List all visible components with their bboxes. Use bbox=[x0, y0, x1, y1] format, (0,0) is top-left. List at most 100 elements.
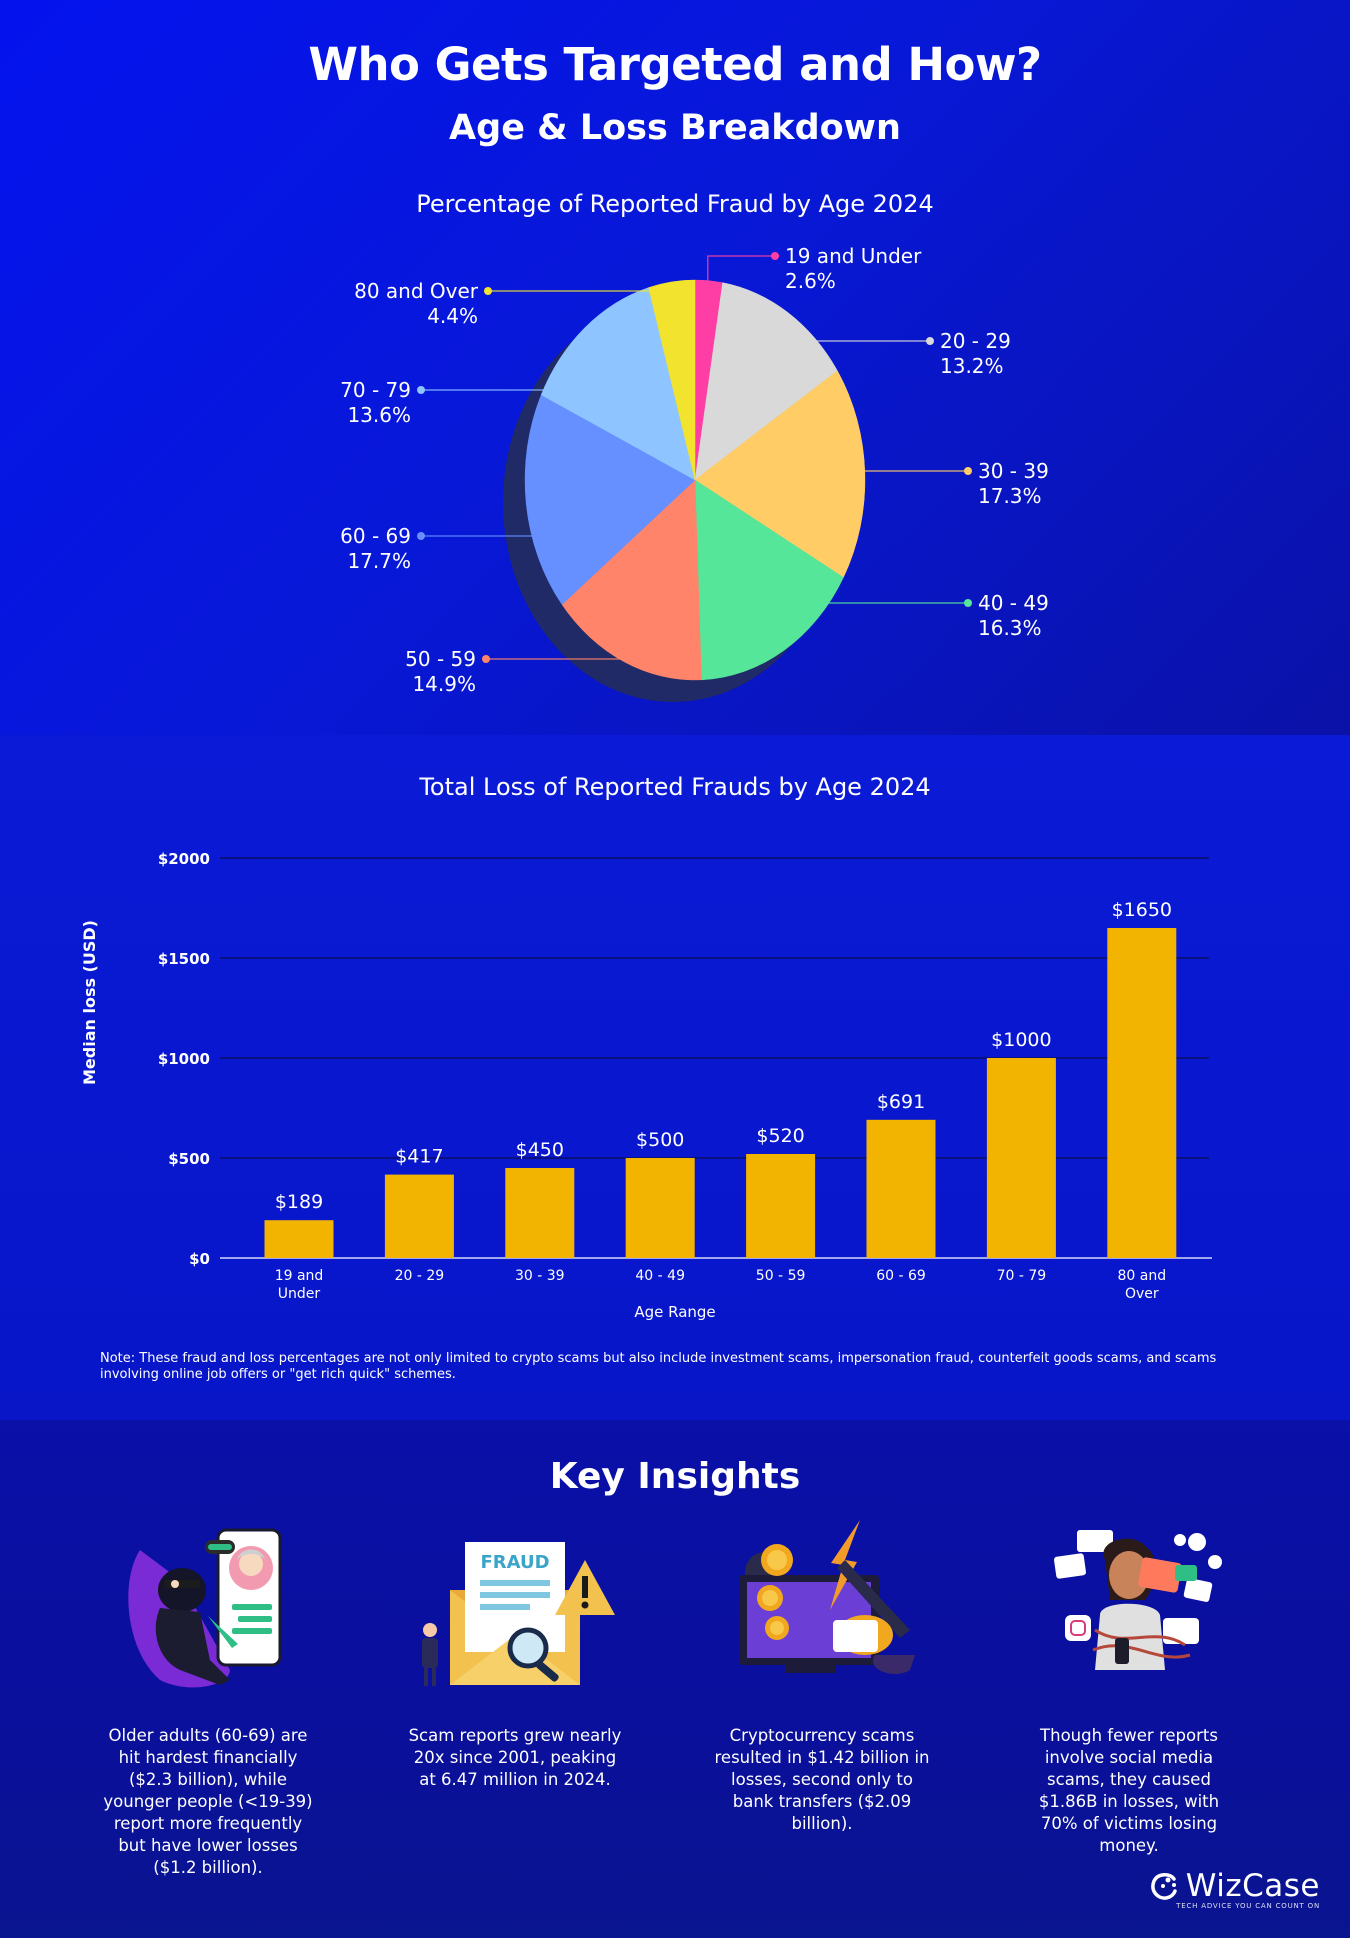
x-tick-label: 20 - 29 bbox=[395, 1268, 445, 1284]
crypto-scam-icon bbox=[739, 1520, 915, 1675]
brand-tagline: TECH ADVICE YOU CAN COUNT ON bbox=[1176, 1902, 1320, 1910]
y-tick-label: $0 bbox=[189, 1250, 210, 1268]
bar-value-label: $691 bbox=[877, 1091, 925, 1113]
pie-leader-20-29 bbox=[779, 325, 930, 342]
pie-label-50-59: 50 - 59 14.9% bbox=[405, 647, 476, 697]
pie-label-value: 13.2% bbox=[940, 354, 1004, 378]
pie-chart bbox=[417, 252, 972, 702]
insights-section: Key Insights FRAUD bbox=[0, 1420, 1350, 1938]
pie-label-value: 4.4% bbox=[427, 304, 478, 328]
bar-value-label: $417 bbox=[395, 1146, 443, 1168]
fraud-envelope-icon: FRAUD bbox=[422, 1542, 615, 1686]
brand-logo: WizCase TECH ADVICE YOU CAN COUNT ON bbox=[1150, 1868, 1320, 1910]
bar-value-label: $500 bbox=[636, 1129, 684, 1151]
pie-slice-40-49 bbox=[694, 479, 844, 681]
x-axis-label: Age Range bbox=[634, 1303, 716, 1321]
x-tick-label: 60 - 69 bbox=[876, 1268, 926, 1284]
pie-leader-dot-30-39 bbox=[964, 467, 972, 475]
pie-leader-19-and-under bbox=[707, 255, 775, 297]
footnote: Note: These fraud and loss percentages a… bbox=[100, 1351, 1217, 1382]
scammer-phone-icon bbox=[128, 1528, 282, 1688]
bar-6 bbox=[866, 1119, 936, 1258]
x-tick-label: Under bbox=[278, 1286, 321, 1302]
insight-text-4: Though fewer reports involve social medi… bbox=[1038, 1726, 1220, 1855]
pie-slice-70-79 bbox=[540, 287, 696, 481]
bar-5 bbox=[746, 1154, 816, 1258]
pie-leader-dot-60-69 bbox=[417, 532, 425, 540]
pie-label-name: 80 and Over bbox=[354, 279, 478, 303]
y-tick-label: $500 bbox=[168, 1150, 210, 1168]
pie-slice-80-and-over bbox=[648, 279, 696, 481]
fraud-text: FRAUD bbox=[480, 1552, 549, 1573]
bar-chart-title: Total Loss of Reported Frauds by Age 202… bbox=[419, 773, 931, 801]
pie-label-value: 13.6% bbox=[347, 403, 411, 427]
page-title: Who Gets Targeted and How? bbox=[308, 38, 1042, 91]
x-tick-label: 70 - 79 bbox=[997, 1268, 1047, 1284]
page-subtitle: Age & Loss Breakdown bbox=[449, 108, 901, 148]
bar-value-label: $189 bbox=[275, 1191, 323, 1213]
insights-title: Key Insights bbox=[549, 1456, 801, 1497]
pie-label-40-49: 40 - 49 16.3% bbox=[978, 591, 1049, 641]
pie-slice-20-29 bbox=[694, 282, 838, 481]
pie-section: Who Gets Targeted and How? Age & Loss Br… bbox=[0, 0, 1350, 735]
pie-slice-50-59 bbox=[561, 479, 702, 681]
x-tick-label: 80 and bbox=[1117, 1268, 1166, 1284]
x-tick-label: 30 - 39 bbox=[515, 1268, 565, 1284]
pie-label-value: 2.6% bbox=[785, 269, 836, 293]
bar-section: Total Loss of Reported Frauds by Age 202… bbox=[0, 735, 1350, 1420]
pie-label-name: 70 - 79 bbox=[340, 378, 411, 402]
insight-text-3: Cryptocurrency scams resulted in $1.42 b… bbox=[714, 1726, 930, 1833]
x-tick-label: 19 and bbox=[275, 1268, 324, 1284]
pie-label-name: 20 - 29 bbox=[940, 329, 1011, 353]
bar-value-label: $450 bbox=[516, 1139, 564, 1161]
pie-label-70-79: 70 - 79 13.6% bbox=[340, 378, 411, 428]
pie-leader-30-39 bbox=[850, 470, 968, 474]
bar-1 bbox=[264, 1220, 334, 1258]
pie-label-30-39: 30 - 39 17.3% bbox=[978, 459, 1049, 509]
pie-label-name: 19 and Under bbox=[785, 244, 922, 268]
pie-label-value: 17.3% bbox=[978, 484, 1042, 508]
x-tick-label: 40 - 49 bbox=[635, 1268, 685, 1284]
y-tick-label: $1500 bbox=[158, 950, 210, 968]
bar-2 bbox=[384, 1174, 454, 1258]
pie-leader-40-49 bbox=[776, 602, 968, 637]
wizcase-logo-icon bbox=[1151, 1873, 1177, 1900]
pie-label-name: 40 - 49 bbox=[978, 591, 1049, 615]
bar-8 bbox=[1107, 928, 1177, 1258]
pie-leader-dot-70-79 bbox=[417, 386, 425, 394]
pie-label-name: 30 - 39 bbox=[978, 459, 1049, 483]
bar-4 bbox=[625, 1158, 695, 1258]
bar-3 bbox=[505, 1168, 575, 1258]
bar-chart: $0 $500 $1000 $1500 $2000 $189 19 and Under $417… bbox=[158, 850, 1212, 1302]
pie-label-name: 50 - 59 bbox=[405, 647, 476, 671]
bar-value-label: $520 bbox=[756, 1125, 804, 1147]
pie-leader-50-59 bbox=[486, 647, 631, 660]
pie-leader-dot-80-and-over bbox=[484, 287, 492, 295]
pie-leader-60-69 bbox=[421, 501, 541, 537]
insight-text-2: Scam reports grew nearly 20x since 2001,… bbox=[408, 1726, 622, 1789]
x-tick-label: 50 - 59 bbox=[756, 1268, 806, 1284]
pie-leader-dot-50-59 bbox=[482, 655, 490, 663]
insight-text-1: Older adults (60-69) are hit hardest fin… bbox=[103, 1726, 313, 1877]
y-tick-label: $1000 bbox=[158, 1050, 210, 1068]
pie-leader-dot-40-49 bbox=[964, 599, 972, 607]
bar-value-label: $1000 bbox=[991, 1029, 1051, 1051]
pie-label-80-and-over: 80 and Over 4.4% bbox=[354, 279, 478, 329]
pie-leader-80-and-over bbox=[488, 290, 675, 298]
pie-leader-70-79 bbox=[421, 339, 595, 391]
pie-slice-30-39 bbox=[694, 370, 866, 578]
y-tick-label: $2000 bbox=[158, 850, 210, 868]
pie-chart-title: Percentage of Reported Fraud by Age 2024 bbox=[416, 190, 934, 218]
bar-value-label: $1650 bbox=[1112, 899, 1172, 921]
pie-leader-dot-20-29 bbox=[926, 337, 934, 345]
pie-label-19-and-under: 19 and Under 2.6% bbox=[785, 244, 921, 294]
pie-label-60-69: 60 - 69 17.7% bbox=[340, 524, 411, 574]
pie-label-20-29: 20 - 29 13.2% bbox=[940, 329, 1011, 379]
x-tick-label: Over bbox=[1125, 1286, 1159, 1302]
pie-label-value: 17.7% bbox=[347, 549, 411, 573]
brand-name: WizCase bbox=[1185, 1868, 1320, 1904]
pie-leader-dot-19-and-under bbox=[771, 252, 779, 260]
pie-label-value: 16.3% bbox=[978, 616, 1042, 640]
social-media-icon bbox=[1054, 1530, 1222, 1670]
pie-label-value: 14.9% bbox=[412, 672, 476, 696]
